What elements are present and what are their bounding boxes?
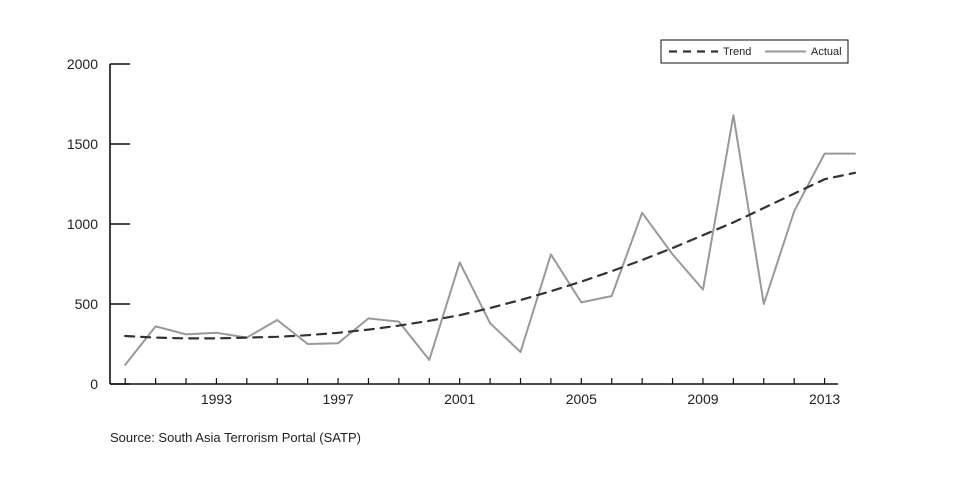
x-tick-label: 2013 <box>809 391 840 407</box>
y-tick-label: 500 <box>75 296 99 312</box>
y-tick-label: 1500 <box>67 136 98 152</box>
x-tick-label: 2009 <box>687 391 718 407</box>
y-tick-label: 0 <box>90 376 98 392</box>
x-tick-label: 2001 <box>444 391 475 407</box>
legend: Trend Actual <box>660 39 849 64</box>
series-layer <box>124 114 857 366</box>
y-tick-label: 1000 <box>67 216 98 232</box>
series-line-actual <box>124 114 856 366</box>
x-tick-label: 1993 <box>201 391 232 407</box>
x-tick-label: 1997 <box>322 391 353 407</box>
source-note: Source: South Asia Terrorism Portal (SAT… <box>110 430 361 445</box>
y-tick-label: 2000 <box>67 56 98 72</box>
x-tick-label: 2005 <box>566 391 597 407</box>
axes: 0 500 1000 1500 2000 1993 1997 2001 2005 2009 2013 <box>67 56 841 407</box>
legend-label-trend: Trend <box>723 46 751 58</box>
legend-label-actual: Actual <box>811 46 842 58</box>
legend-box <box>660 39 849 64</box>
series-line-trend <box>124 171 857 340</box>
